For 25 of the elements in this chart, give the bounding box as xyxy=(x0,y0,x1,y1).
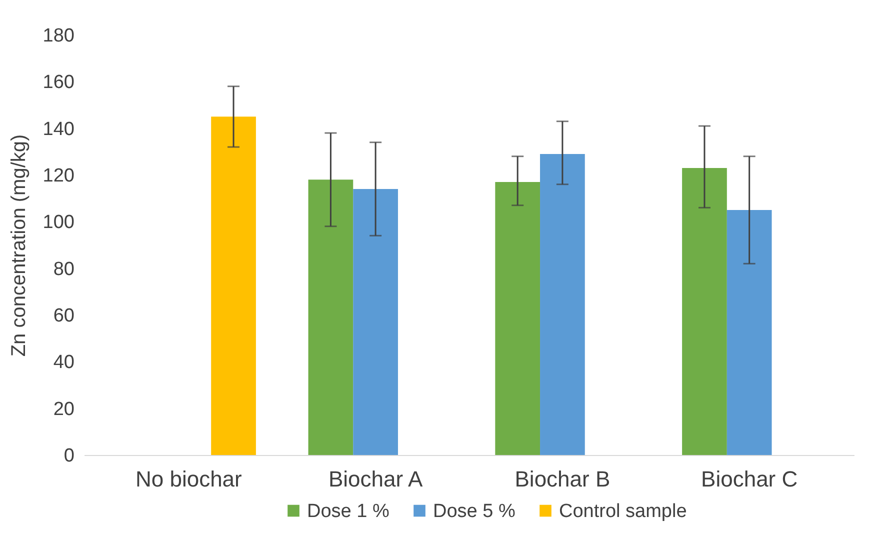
legend-label: Dose 5 % xyxy=(433,500,516,522)
x-tick-label: Biochar C xyxy=(701,466,798,492)
y-tick-label: 40 xyxy=(53,352,74,374)
bar xyxy=(353,189,398,455)
y-tick-label: 140 xyxy=(42,118,74,140)
y-tick-label: 80 xyxy=(53,258,74,280)
legend-label: Dose 1 % xyxy=(307,500,390,522)
x-tick-label: No biochar xyxy=(135,466,242,492)
x-tick-label: Biochar B xyxy=(514,466,610,492)
bar xyxy=(682,168,727,455)
y-axis-title: Zn concentration (mg/kg) xyxy=(8,134,30,357)
y-tick-label: 120 xyxy=(42,166,74,186)
legend-label: Control sample xyxy=(559,500,687,522)
y-tick-label: 100 xyxy=(42,212,74,234)
y-tick-label: 20 xyxy=(53,398,74,420)
y-tick-label: 0 xyxy=(64,446,74,466)
y-tick-label: 160 xyxy=(42,72,74,94)
bar xyxy=(726,210,772,455)
y-tick-label: 60 xyxy=(53,306,74,326)
bar xyxy=(540,154,585,455)
x-tick-label: Biochar A xyxy=(328,466,423,492)
bar xyxy=(308,180,354,455)
y-tick-label: 180 xyxy=(42,26,74,46)
bar xyxy=(211,116,256,455)
bar xyxy=(495,182,540,455)
